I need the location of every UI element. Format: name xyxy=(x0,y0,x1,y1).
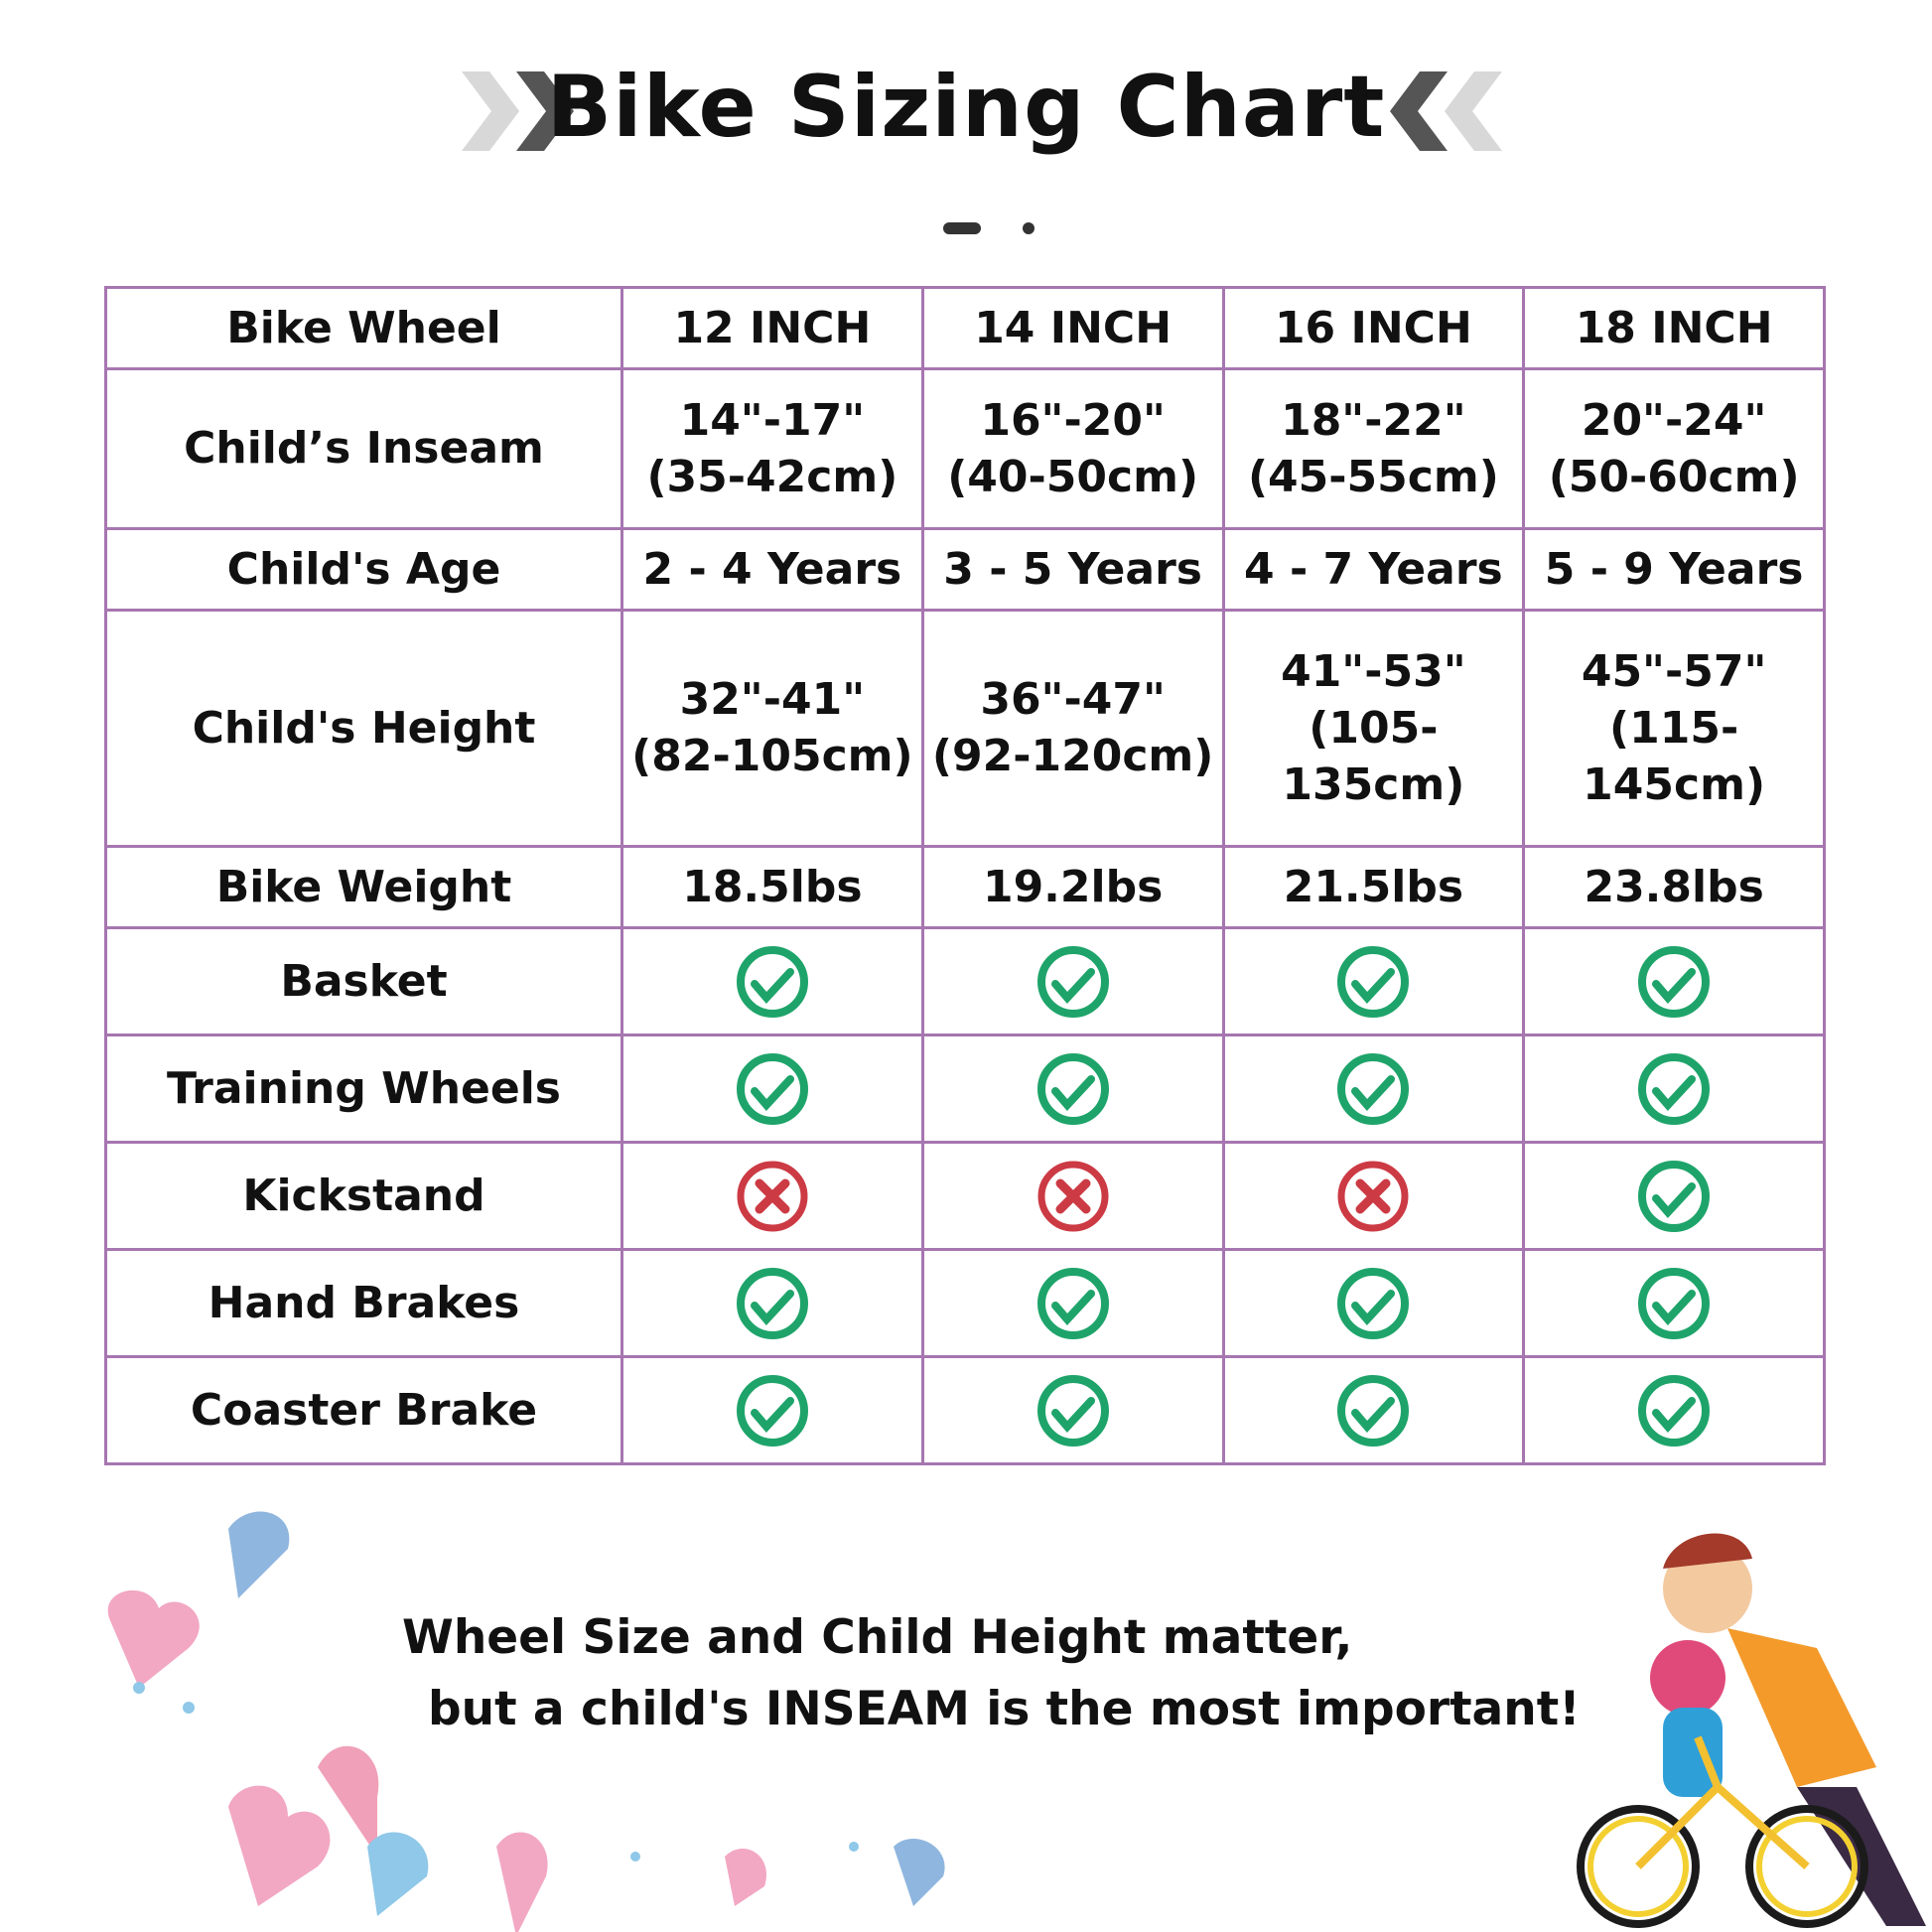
header-cell: 18 INCH xyxy=(1522,285,1826,371)
chevron-right-icon xyxy=(462,71,574,151)
check-circle-icon xyxy=(736,1374,808,1447)
check-circle-icon xyxy=(1036,1052,1109,1125)
row-label: Basket xyxy=(104,926,623,1037)
value-cell: 14"-17" (35-42cm) xyxy=(621,367,924,530)
check-circle-icon xyxy=(1638,1267,1711,1339)
sizing-table: Bike Wheel 12 INCH 14 INCH 16 INCH 18 INCH Ch… xyxy=(104,285,1826,1465)
value-cell: 41"-53" (105-135cm) xyxy=(1221,608,1526,849)
check-circle-icon xyxy=(1337,1267,1410,1339)
feature-cell xyxy=(1522,1034,1826,1145)
divider-dot xyxy=(1023,222,1035,234)
feature-cell xyxy=(1221,926,1526,1037)
check-circle-icon xyxy=(736,1267,808,1339)
value-cell: 19.2lbs xyxy=(920,845,1225,930)
row-label: Kickstand xyxy=(104,1141,623,1252)
row-label: Child’s Inseam xyxy=(104,367,623,530)
row-label: Training Wheels xyxy=(104,1034,623,1145)
row-label: Bike Wheel xyxy=(104,285,623,371)
check-circle-icon xyxy=(1638,1052,1711,1125)
feature-cell xyxy=(1522,1355,1826,1465)
divider-dash xyxy=(943,222,981,234)
feature-cell xyxy=(1221,1248,1526,1358)
feature-cell xyxy=(621,1355,924,1465)
table-row: Bike Weight 18.5lbs 19.2lbs 21.5lbs 23.8lbs xyxy=(104,845,1826,930)
check-circle-icon xyxy=(1337,945,1410,1018)
value-cell: 18.5lbs xyxy=(621,845,924,930)
table-row: Child's Age 2 - 4 Years 3 - 5 Years 4 - 7 Y… xyxy=(104,526,1826,612)
value-cell: 20"-24" (50-60cm) xyxy=(1522,367,1826,530)
note-line-2: but a child's INSEAM is the most importa… xyxy=(428,1682,1581,1736)
feature-cell xyxy=(1522,926,1826,1037)
table-row: Coaster Brake xyxy=(104,1355,1826,1465)
table-row: Kickstand xyxy=(104,1141,1826,1252)
row-label: Coaster Brake xyxy=(104,1355,623,1465)
check-circle-icon xyxy=(1638,1374,1711,1447)
feature-cell xyxy=(621,1034,924,1145)
cross-circle-icon xyxy=(737,1161,808,1232)
feature-cell xyxy=(1221,1355,1526,1465)
row-label: Child's Age xyxy=(104,526,623,612)
chevron-left-icon xyxy=(1390,71,1502,151)
table-row: Training Wheels xyxy=(104,1034,1826,1145)
feature-cell xyxy=(1221,1141,1526,1252)
value-cell: 3 - 5 Years xyxy=(920,526,1225,612)
check-circle-icon xyxy=(1036,945,1109,1018)
value-cell: 45"-57" (115-145cm) xyxy=(1522,608,1826,849)
check-circle-icon xyxy=(1337,1052,1410,1125)
check-circle-icon xyxy=(1638,945,1711,1018)
value-cell: 5 - 9 Years xyxy=(1522,526,1826,612)
feature-cell xyxy=(920,1248,1225,1358)
header-cell: 16 INCH xyxy=(1221,285,1526,371)
page-title: Bike Sizing Chart xyxy=(546,58,1386,157)
header-cell: 12 INCH xyxy=(621,285,924,371)
feature-cell xyxy=(1522,1248,1826,1358)
feature-cell xyxy=(1522,1141,1826,1252)
header-cell: 14 INCH xyxy=(920,285,1225,371)
feature-cell xyxy=(621,926,924,1037)
value-cell: 21.5lbs xyxy=(1221,845,1526,930)
table-header-row: Bike Wheel 12 INCH 14 INCH 16 INCH 18 INCH xyxy=(104,285,1826,371)
check-circle-icon xyxy=(1337,1374,1410,1447)
value-cell: 18"-22" (45-55cm) xyxy=(1221,367,1526,530)
row-label: Hand Brakes xyxy=(104,1248,623,1358)
table-row: Child's Height 32"-41" (82-105cm) 36"-47" … xyxy=(104,608,1826,849)
note-line-1: Wheel Size and Child Height matter, xyxy=(402,1610,1353,1665)
value-cell: 4 - 7 Years xyxy=(1221,526,1526,612)
value-cell: 16"-20" (40-50cm) xyxy=(920,367,1225,530)
parent-child-bike-illustration xyxy=(1577,1533,1926,1928)
value-cell: 2 - 4 Years xyxy=(621,526,924,612)
feature-cell xyxy=(621,1248,924,1358)
value-cell: 23.8lbs xyxy=(1522,845,1826,930)
feature-cell xyxy=(920,1034,1225,1145)
value-cell: 36"-47" (92-120cm) xyxy=(920,608,1225,849)
check-circle-icon xyxy=(736,945,808,1018)
cross-circle-icon xyxy=(1037,1161,1109,1232)
feature-cell xyxy=(920,926,1225,1037)
cross-circle-icon xyxy=(1337,1161,1409,1232)
table-row: Basket xyxy=(104,926,1826,1037)
hearts-decoration xyxy=(107,1511,945,1932)
check-circle-icon xyxy=(1638,1160,1711,1232)
feature-cell xyxy=(920,1355,1225,1465)
feature-cell xyxy=(1221,1034,1526,1145)
check-circle-icon xyxy=(1036,1374,1109,1447)
value-cell: 32"-41" (82-105cm) xyxy=(621,608,924,849)
table-row: Hand Brakes xyxy=(104,1248,1826,1358)
row-label: Bike Weight xyxy=(104,845,623,930)
feature-cell xyxy=(621,1141,924,1252)
row-label: Child's Height xyxy=(104,608,623,849)
check-circle-icon xyxy=(1036,1267,1109,1339)
check-circle-icon xyxy=(736,1052,808,1125)
feature-cell xyxy=(920,1141,1225,1252)
table-row: Child’s Inseam 14"-17" (35-42cm) 16"-20" (… xyxy=(104,367,1826,530)
